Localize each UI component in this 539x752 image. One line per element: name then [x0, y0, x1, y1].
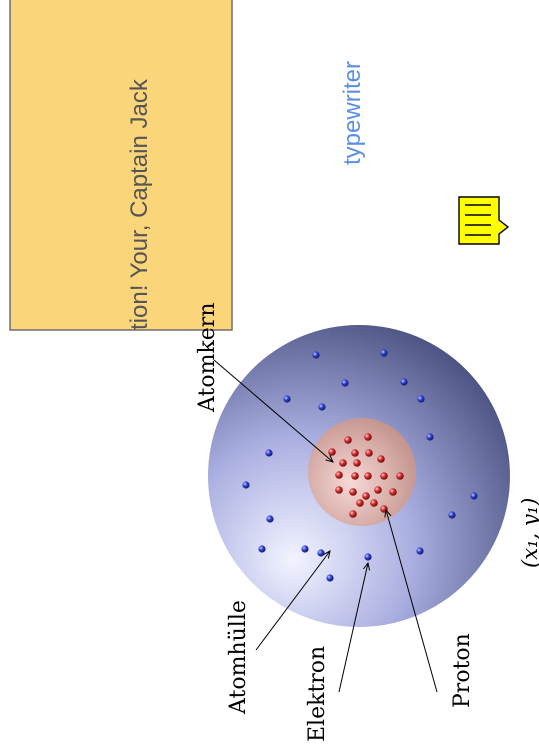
electron [326, 574, 334, 582]
label-atomhuelle: Atomhülle [226, 600, 251, 715]
proton [389, 488, 397, 496]
label-elektron: Elektron [305, 646, 330, 742]
arrow-proton [386, 510, 438, 693]
electron [312, 351, 320, 359]
proton [351, 472, 359, 480]
electron [301, 545, 309, 553]
proton [349, 488, 357, 496]
arrow-shell [255, 551, 330, 651]
note-box-text: tion! Your, Captain Jack [126, 78, 153, 330]
electron [400, 378, 408, 386]
electron [416, 547, 424, 555]
proton [370, 499, 378, 507]
electron-group [242, 349, 478, 582]
proton [328, 448, 336, 456]
proton-group [328, 433, 404, 518]
proton [365, 449, 373, 457]
proton [344, 436, 352, 444]
proton [335, 471, 343, 479]
electron [266, 515, 274, 523]
electron [470, 492, 478, 500]
proton [377, 455, 385, 463]
proton [362, 492, 370, 500]
arrow-electron [338, 563, 368, 693]
label-atomkern: Atomkern [195, 303, 220, 413]
electron [318, 403, 326, 411]
electron [317, 549, 325, 557]
electron [341, 379, 349, 387]
proton [380, 472, 388, 480]
annotation-arrows [213, 359, 438, 693]
typewriter-text: typewriter [339, 61, 366, 165]
electron [265, 449, 273, 457]
label-proton: Proton [450, 633, 475, 708]
proton [364, 433, 372, 441]
electron [283, 395, 291, 403]
proton [356, 499, 364, 507]
proton [351, 449, 359, 457]
proton [353, 459, 361, 467]
electron [426, 433, 434, 441]
proton [374, 486, 382, 494]
electron [258, 545, 266, 553]
proton [339, 459, 347, 467]
proton [364, 472, 372, 480]
label-coordinate: (x₁, y₁) [518, 498, 539, 568]
note-box: tion! Your, Captain Jack [9, 0, 233, 331]
electron [417, 395, 425, 403]
electron [448, 511, 456, 519]
comment-note-icon[interactable] [458, 196, 510, 245]
proton [349, 510, 357, 518]
electron [364, 553, 372, 561]
proton [335, 486, 343, 494]
arrow-nucleus [213, 359, 333, 462]
electron [380, 349, 388, 357]
electron [242, 481, 250, 489]
proton [396, 472, 404, 480]
atom-nucleus [308, 418, 416, 526]
